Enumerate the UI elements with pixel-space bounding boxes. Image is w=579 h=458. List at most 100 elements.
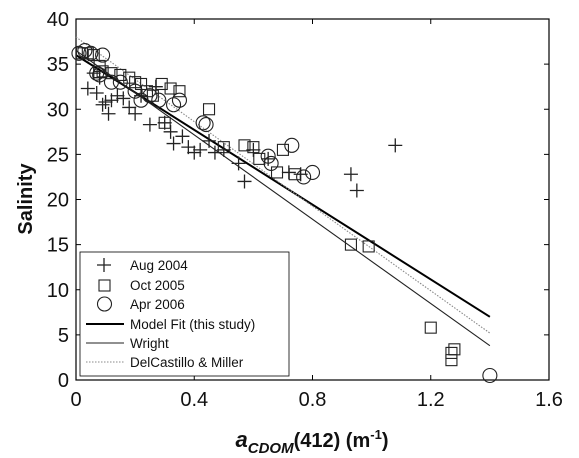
point-oct-2005	[202, 103, 216, 116]
point-oct-2005	[253, 152, 266, 165]
x-axis-title: aCDOM(412) (m-1)	[235, 427, 388, 457]
y-tick-label: 30	[47, 99, 69, 121]
point-apr-2006	[195, 115, 211, 131]
point-aug-2004	[175, 129, 190, 144]
point-aug-2004	[349, 183, 364, 198]
point-aug-2004	[80, 81, 95, 96]
x-axis-title-subscript: CDOM	[248, 440, 294, 457]
point-oct-2005	[155, 77, 168, 91]
model-fit-this-study-line	[75, 54, 491, 318]
legend-label-delcastillo-miller: DelCastillo & Miller	[130, 355, 244, 370]
point-apr-2006	[263, 155, 279, 171]
point-oct-2005	[445, 346, 458, 359]
point-aug-2004	[193, 142, 208, 157]
legend-item-oct-2005: Oct 2005	[98, 278, 185, 293]
point-apr-2006	[95, 47, 111, 63]
point-aug-2004	[157, 115, 172, 130]
point-apr-2006	[83, 45, 99, 61]
y-tick-label: 10	[47, 280, 69, 302]
legend-item-apr-2006: Apr 2006	[96, 296, 185, 312]
legend-item-delcastillo-miller: DelCastillo & Miller	[86, 355, 244, 370]
point-aug-2004	[116, 91, 131, 106]
point-aug-2004	[388, 138, 403, 153]
point-aug-2004	[237, 174, 252, 189]
point-apr-2006	[89, 65, 105, 81]
legend-item-wright: Wright	[86, 336, 169, 351]
point-oct-2005	[276, 143, 289, 156]
point-aug-2004	[98, 95, 113, 110]
point-apr-2006	[151, 92, 167, 108]
y-tick-label: 5	[58, 325, 69, 347]
x-axis-title-superscript: -1	[370, 427, 382, 442]
point-aug-2004	[231, 156, 246, 171]
point-aug-2004	[216, 142, 231, 157]
point-oct-2005	[238, 139, 251, 152]
x-tick-label: 0.4	[180, 389, 208, 411]
x-axis-title-close: )	[382, 430, 389, 452]
point-oct-2005	[362, 240, 375, 253]
y-tick-label: 25	[47, 144, 69, 166]
point-apr-2006	[284, 137, 300, 153]
x-tick-label: 0.8	[299, 389, 327, 411]
point-aug-2004	[181, 140, 196, 155]
legend: Aug 2004 Oct 2005 Apr 2006 Model Fit (th…	[79, 251, 290, 377]
y-tick-label: 35	[47, 54, 69, 76]
x-tick-label: 0	[70, 389, 81, 411]
point-apr-2006	[103, 74, 120, 90]
x-tick-label: 1.2	[417, 389, 445, 411]
legend-item-aug-2004: Aug 2004	[97, 258, 188, 273]
point-aug-2004	[122, 100, 137, 115]
legend-square-marker	[98, 279, 111, 292]
point-apr-2006	[260, 148, 276, 164]
point-apr-2006	[133, 92, 149, 108]
legend-item-model-fit: Model Fit (this study)	[86, 317, 255, 332]
point-oct-2005	[173, 85, 186, 98]
delcastillo-miller-line	[75, 36, 491, 334]
point-apr-2006	[171, 92, 188, 108]
axis-ticks: 0 0.4 0.8 1.2 1.6 0 5 10 15 20 25 30 35 40	[47, 9, 563, 411]
point-aug-2004	[95, 97, 110, 112]
x-tick-label: 1.6	[535, 389, 563, 411]
point-aug-2004	[110, 88, 125, 103]
point-apr-2006	[482, 367, 498, 384]
y-tick-label: 0	[58, 370, 69, 392]
point-oct-2005	[164, 82, 177, 95]
x-axis-title-rest: (412) (m	[294, 430, 371, 452]
point-aug-2004	[343, 167, 358, 182]
point-apr-2006	[304, 164, 321, 180]
point-oct-2005	[288, 168, 301, 181]
y-axis-title: Salinity	[15, 163, 37, 235]
point-oct-2005	[247, 141, 260, 154]
point-oct-2005	[344, 238, 357, 251]
data-points	[71, 43, 498, 384]
point-aug-2004	[187, 145, 202, 160]
point-apr-2006	[166, 97, 182, 113]
legend-label-aug-2004: Aug 2004	[130, 258, 188, 273]
wright-line	[75, 50, 491, 347]
legend-label-wright: Wright	[130, 336, 169, 351]
point-oct-2005	[424, 321, 437, 334]
point-oct-2005	[158, 116, 171, 129]
y-tick-label: 40	[47, 9, 69, 31]
point-apr-2006	[198, 117, 214, 133]
point-apr-2006	[92, 67, 108, 83]
point-aug-2004	[128, 106, 143, 121]
x-axis-title-main: a	[235, 427, 247, 452]
point-aug-2004	[101, 106, 116, 121]
point-apr-2006	[112, 74, 128, 90]
legend-box	[79, 251, 290, 377]
fit-lines	[75, 36, 491, 347]
y-tick-label: 20	[47, 190, 69, 212]
point-oct-2005	[114, 68, 127, 82]
y-tick-label: 15	[47, 235, 69, 257]
legend-label-oct-2005: Oct 2005	[130, 278, 185, 293]
point-aug-2004	[202, 133, 217, 148]
legend-plus-marker	[97, 258, 111, 272]
point-apr-2006	[127, 83, 143, 99]
point-aug-2004	[166, 136, 181, 151]
legend-label-model-fit: Model Fit (this study)	[130, 317, 255, 332]
point-aug-2004	[89, 86, 104, 101]
legend-label-apr-2006: Apr 2006	[130, 297, 185, 312]
point-apr-2006	[142, 88, 158, 104]
point-oct-2005	[448, 343, 461, 356]
